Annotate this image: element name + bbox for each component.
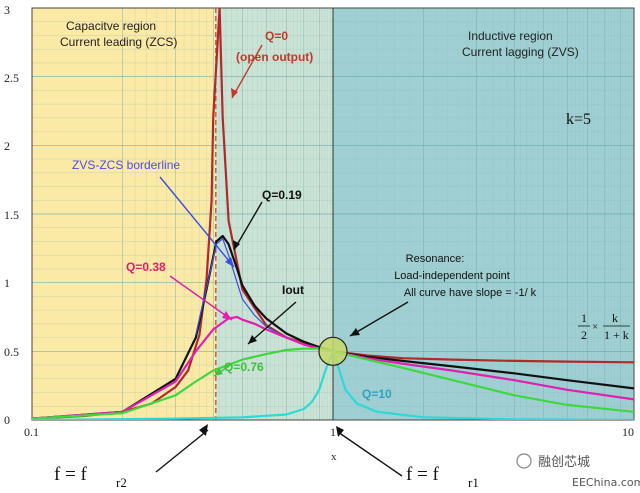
arrow-q019 [233, 201, 263, 251]
y-tick-label: 2 [4, 139, 10, 153]
formula-denominator-1k: 1 + k [604, 328, 629, 342]
fr1-subscript: r1 [468, 475, 479, 490]
y-tick-label: 3 [4, 3, 10, 17]
q019-label: Q=0.19 [262, 188, 302, 202]
k-label: k=5 [566, 111, 591, 128]
x-tick-label: 10 [622, 425, 634, 439]
arrowhead-fr2 [199, 424, 208, 436]
arrowhead-fr1 [336, 426, 344, 437]
annotation-arrows [155, 44, 409, 477]
formula-denominator-2: 2 [581, 328, 587, 342]
y-tick-label: 1 [4, 276, 10, 290]
arrow-q0 [231, 44, 263, 99]
formula-numerator-1: 1 [581, 311, 587, 325]
fr1-label: f = f [406, 464, 440, 485]
capacitive-region-subtitle: Current leading (ZCS) [60, 35, 177, 49]
y-tick-label: 0.5 [4, 345, 19, 359]
x-axis-label: x [331, 451, 337, 463]
arrowhead-iout [248, 335, 257, 344]
resonance-point-circle [318, 336, 348, 366]
watermark-brand: 融创芯城 [538, 455, 590, 470]
slope-formula: 1 2 × k 1 + k [578, 311, 630, 342]
fr2-label: f = f [54, 464, 88, 485]
y-tick-label: 2.5 [4, 71, 19, 85]
y-tick-label: 0 [4, 413, 10, 427]
arrow-fr2 [155, 429, 209, 473]
x-tick-label: 0.1 [24, 425, 39, 439]
wechat-icon [516, 453, 532, 469]
x-axis-ticks: 0.1 1 10 x [24, 425, 634, 463]
resonance-title: Resonance: [406, 253, 465, 265]
arrowhead-borderline [225, 257, 234, 267]
resonance-slope-note: All curve have slope = -1/ k [404, 287, 537, 299]
watermark-site: EEChina.com [572, 476, 640, 489]
iout-label: Iout [282, 283, 304, 297]
arrowhead-resonance [350, 328, 360, 336]
y-axis-ticks: 0 0.5 1 1.5 2 2.5 3 [4, 3, 19, 427]
curve-q-0-38 [32, 315, 634, 420]
x-tick-label: 1 [330, 425, 336, 439]
arrow-borderline [159, 176, 235, 268]
arrow-q038 [169, 275, 233, 321]
arrowhead-q038 [222, 311, 232, 320]
arrow-iout [247, 301, 297, 345]
arrowhead-q019 [233, 240, 240, 250]
q076-label: Q=0.76 [224, 360, 264, 374]
arrow-resonance [349, 301, 409, 337]
q038-label: Q=0.38 [126, 260, 166, 274]
formula-times: × [592, 321, 598, 333]
capacitive-region-title: Capacitve region [66, 19, 156, 33]
q0-open-output-label: (open output) [236, 50, 313, 64]
watermark: 融创芯城 EEChina.com [516, 453, 640, 489]
arrow-fr1 [337, 431, 403, 477]
arrowhead-q0 [231, 88, 238, 98]
q0-label: Q=0 [265, 29, 288, 43]
y-tick-label: 1.5 [4, 208, 19, 222]
inductive-region-subtitle: Current lagging (ZVS) [462, 45, 579, 59]
q10-label: Q=10 [362, 387, 392, 401]
curve-q-0-76 [32, 347, 634, 420]
inductive-region-title: Inductive region [468, 29, 553, 43]
curve-q-0 [32, 8, 634, 420]
borderline-label: ZVS-ZCS borderline [72, 158, 180, 172]
arrowhead-q076 [214, 368, 223, 376]
fr2-subscript: r2 [116, 475, 127, 490]
resonance-subtitle: Load-independent point [394, 270, 510, 282]
formula-numerator-k: k [612, 311, 618, 325]
